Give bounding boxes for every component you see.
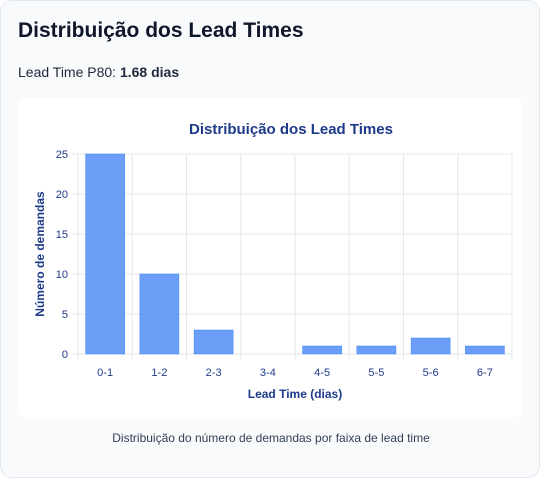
chart-card: Distribuição dos Lead Times 0 5 10 15 20 25 0-1… <box>18 98 523 417</box>
histogram-bar <box>140 274 179 354</box>
x-tick-label: 3-4 <box>260 367 276 379</box>
histogram-chart: Distribuição dos Lead Times 0 5 10 15 20 25 0-1… <box>18 98 523 417</box>
page-title: Distribuição dos Lead Times <box>18 19 304 43</box>
y-tick-label: 25 <box>56 149 68 161</box>
histogram-bar <box>357 346 396 354</box>
x-axis-label: Lead Time (dias) <box>248 387 342 401</box>
x-tick-label: 5-6 <box>423 367 439 379</box>
x-tick-label: 0-1 <box>97 367 113 379</box>
histogram-bar <box>86 154 125 354</box>
histogram-bar <box>194 330 233 354</box>
y-tick-label: 10 <box>56 269 68 281</box>
y-tick-label: 20 <box>56 189 68 201</box>
histogram-bar <box>303 346 342 354</box>
histogram-bar <box>411 338 450 354</box>
histogram-bar <box>465 346 504 354</box>
x-tick-label: 2-3 <box>206 367 222 379</box>
lead-time-p80: Lead Time P80: 1.68 dias <box>18 64 179 80</box>
x-tick-label: 5-5 <box>368 367 384 379</box>
y-tick-label: 0 <box>62 349 68 361</box>
metric-label: Lead Time P80: <box>18 64 116 80</box>
x-tick-label: 4-5 <box>314 367 330 379</box>
y-tick-label: 5 <box>62 309 68 321</box>
chart-caption: Distribuição do número de demandas por f… <box>1 431 540 445</box>
chart-title: Distribuição dos Lead Times <box>189 121 393 138</box>
y-tick-label: 15 <box>56 229 68 241</box>
metric-value: 1.68 dias <box>120 64 179 80</box>
y-axis-label: Número de demandas <box>33 191 47 317</box>
x-tick-label: 6-7 <box>477 367 493 379</box>
x-tick-label: 1-2 <box>151 367 167 379</box>
